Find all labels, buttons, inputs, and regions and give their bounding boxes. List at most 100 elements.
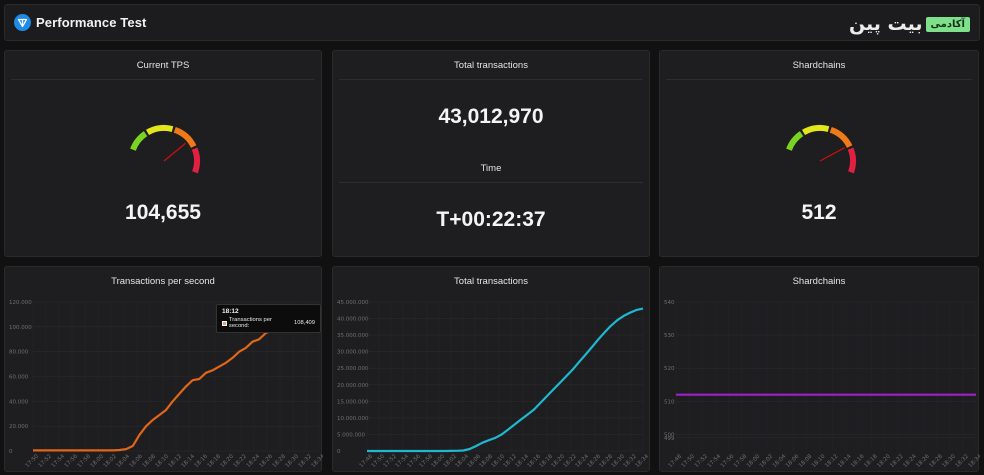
tooltip-time: 18:12 (222, 308, 239, 315)
y-tick-label: 0 (9, 449, 13, 455)
tooltip-row: Transactions per second: 108,409 (222, 317, 315, 329)
time-title: Time (480, 163, 502, 174)
tooltip-value: 108,409 (294, 320, 315, 326)
x-tick-label: 18:18 (207, 453, 223, 469)
series-swatch-icon (222, 320, 227, 326)
x-tick-label: 18:00 (90, 453, 106, 469)
tps-line-chart[interactable]: 0 20.000 40.000 60.000 80.000 100.000 120.000 1… (5, 267, 323, 473)
tps-gauge (130, 125, 200, 174)
x-tick-label: 18:24 (246, 453, 262, 469)
shardchains-value: 512 (801, 201, 837, 224)
x-tick-label: 18:34 (311, 453, 323, 469)
x-tick-label: 18:08 (142, 453, 158, 469)
x-tick-label: 18:08 (798, 453, 814, 469)
y-tick-label: 60.000 (9, 375, 29, 381)
time-value: T+00:22:37 (436, 208, 546, 231)
series-line (367, 307, 644, 453)
current-tps-panel: Current TPS 104,655 (4, 50, 322, 257)
y-tick-label: 10.000.000 (337, 416, 369, 422)
x-tick-label: 18:00 (746, 453, 762, 469)
x-tick-label: 17:56 (64, 453, 80, 469)
x-tick-label: 17:52 (694, 454, 709, 469)
x-tick-label: 18:10 (811, 453, 827, 469)
y-tick-label: 20.000.000 (337, 383, 369, 389)
gauge-segment (173, 126, 197, 148)
y-tick-label: 45.000.000 (337, 300, 369, 306)
x-tick-label: 17:50 (25, 453, 41, 469)
shardchains-gauge (786, 125, 856, 174)
panel-title: Total transactions (454, 276, 528, 287)
x-tick-label: 18:04 (116, 453, 132, 469)
total-transactions-value: 43,012,970 (438, 105, 544, 128)
x-tick-label: 18:14 (181, 453, 197, 469)
gauge-segment (829, 126, 853, 148)
y-tick-label: 0 (337, 449, 341, 455)
y-tick-label: 510 (664, 399, 675, 405)
panel-title: Total transactions (454, 60, 528, 71)
panel-title: Transactions per second (111, 276, 215, 287)
brand-word: بیت پین (848, 13, 923, 35)
x-tick-label: 18:34 (635, 453, 651, 469)
panel-title: Current TPS (136, 60, 190, 71)
x-tick-label: 18:16 (850, 453, 866, 469)
gauge-needle (163, 142, 187, 162)
top-bar: Performance Test بیت پین آکادمی (4, 4, 980, 41)
gauge-segment (802, 125, 830, 136)
total-transactions-chart-panel: Total transactions 0 5.000.000 10.000.000 1… (332, 266, 650, 472)
gauge-segment (146, 125, 174, 136)
x-tick-label: 18:10 (155, 453, 171, 469)
x-tick-label: 17:56 (720, 453, 736, 469)
x-tick-label: 18:24 (902, 453, 918, 469)
x-tick-label: 18:20 (876, 453, 892, 469)
current-tps-value: 104,655 (125, 201, 201, 224)
divider (666, 79, 972, 80)
x-tick-label: 18:32 (298, 454, 313, 469)
gauge-segment (130, 131, 148, 151)
panel-title: Shardchains (792, 276, 846, 287)
x-tick-label: 18:12 (824, 454, 839, 469)
x-tick-label: 18:30 (285, 453, 301, 469)
x-tick-label: 18:28 (928, 453, 944, 469)
y-tick-label: 520 (664, 366, 675, 372)
x-tick-label: 18:22 (233, 454, 248, 469)
shardchains-line-chart[interactable]: 49950051052053054017:4817:5017:5217:5417… (660, 267, 980, 473)
brand-logo[interactable]: بیت پین آکادمی (849, 12, 970, 36)
y-tick-label: 120.000 (9, 300, 32, 306)
x-tick-label: 18:12 (168, 454, 183, 469)
y-tick-label: 25.000.000 (337, 366, 369, 372)
y-tick-label: 500 (664, 432, 675, 438)
x-tick-label: 18:02 (103, 454, 118, 469)
y-tick-label: 30.000.000 (337, 350, 369, 356)
shardchains-chart-panel: Shardchains 499 500 510 520 530 540 17:48 17:50… (659, 266, 980, 473)
x-tick-label: 17:58 (77, 453, 93, 469)
gauge-segment (786, 131, 804, 151)
x-tick-label: 17:54 (707, 453, 723, 469)
gauge-needle (819, 147, 845, 162)
y-tick-label: 80.000 (9, 350, 29, 356)
x-tick-label: 18:30 (941, 453, 957, 469)
x-tick-label: 18:04 (772, 453, 788, 469)
y-tick-label: 499 (664, 436, 675, 442)
gauge-segment (191, 147, 200, 174)
chart-tooltip: 18:12 Transactions per second: 108,409 (216, 304, 321, 333)
gauge-segment (847, 147, 856, 174)
tooltip-label: Transactions per second: (228, 317, 272, 329)
tps-chart-panel: Transactions per second 0 20.000 40.000 60.… (4, 266, 323, 473)
total-transactions-line-chart[interactable]: 0 5.000.000 10.000.000 15.000.000 20.000.000… (333, 267, 651, 473)
x-tick-label: 17:48 (668, 453, 684, 469)
y-tick-label: 100.000 (9, 325, 32, 331)
x-tick-label: 18:32 (955, 454, 970, 469)
divider (339, 79, 643, 80)
x-tick-label: 18:22 (889, 454, 904, 469)
y-tick-label: 530 (664, 333, 675, 339)
ton-logo-icon (14, 14, 31, 31)
y-tick-label: 15.000.000 (337, 399, 369, 405)
panel-title: Shardchains (792, 60, 846, 71)
x-tick-label: 18:26 (259, 453, 275, 469)
x-tick-label: 18:34 (968, 453, 980, 469)
x-tick-label: 17:50 (681, 453, 697, 469)
x-tick-label: 18:14 (837, 453, 853, 469)
x-tick-label: 18:06 (129, 453, 145, 469)
x-tick-label: 17:58 (733, 453, 749, 469)
y-tick-label: 40.000 (9, 399, 29, 405)
